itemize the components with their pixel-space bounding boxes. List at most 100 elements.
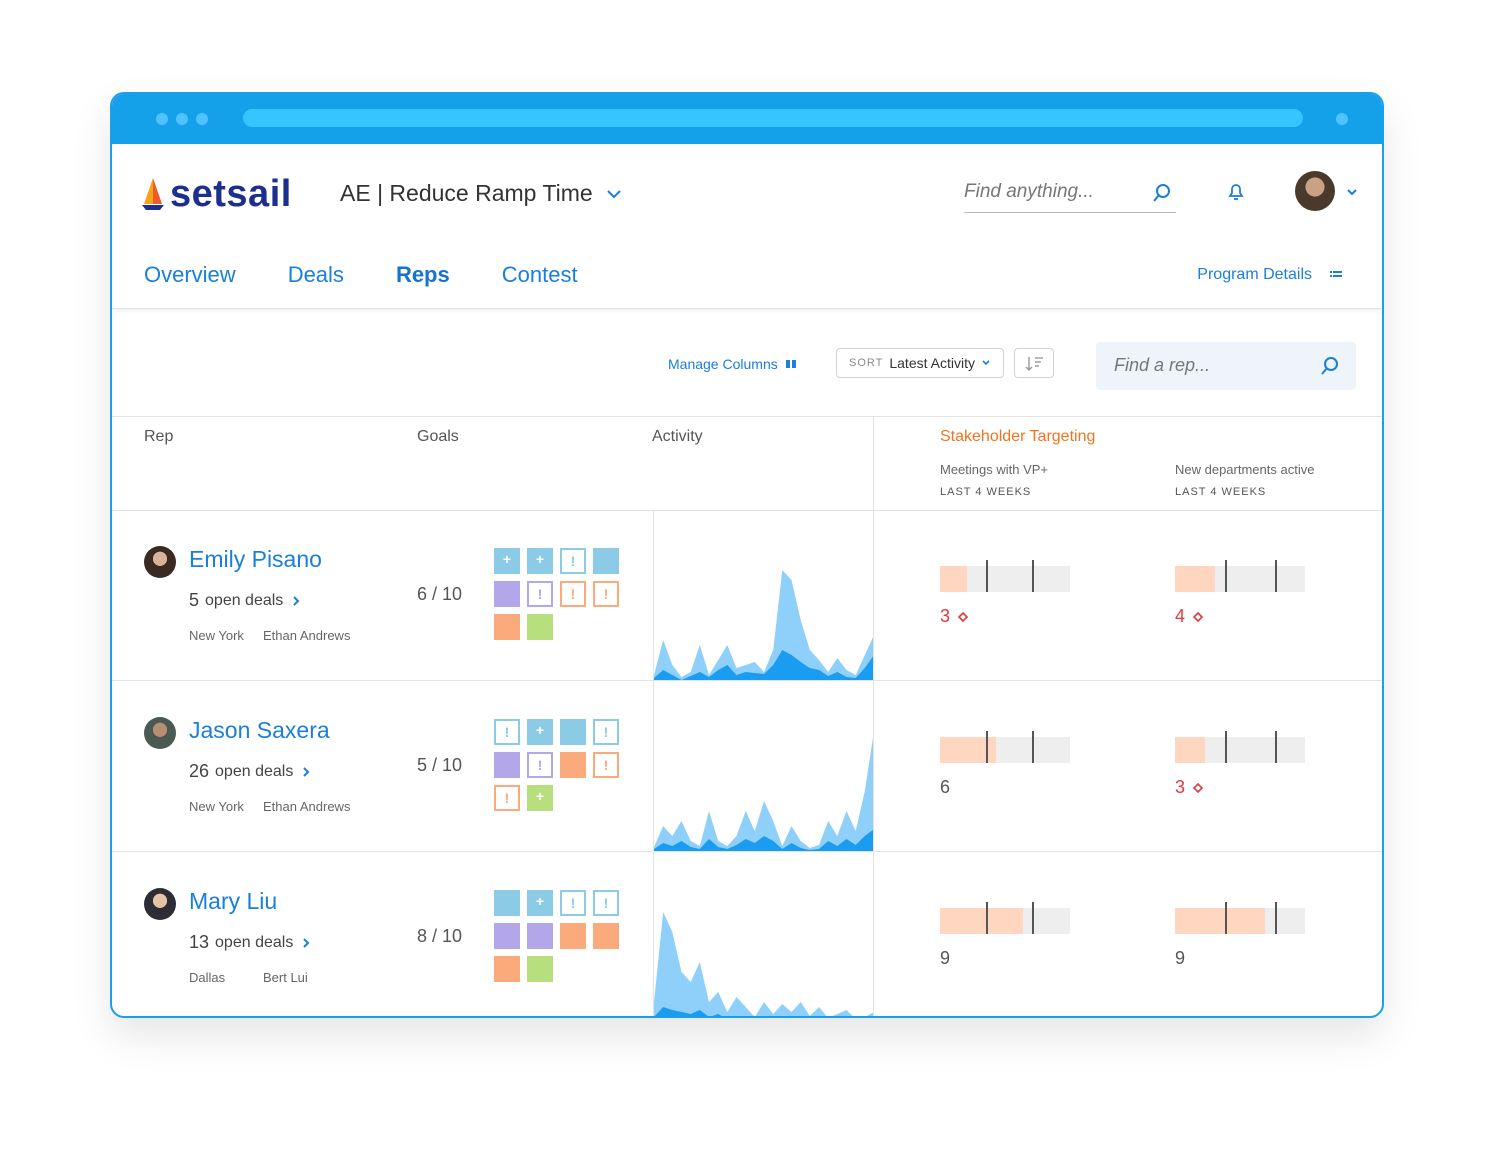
- goal-square-complete[interactable]: [494, 890, 520, 916]
- activity-area-total: [654, 570, 874, 680]
- goal-square-complete[interactable]: [494, 752, 520, 778]
- departments-value-text: 4: [1175, 606, 1186, 626]
- departments-value: 4: [1175, 606, 1204, 627]
- open-deals-link[interactable]: 13 open deals: [189, 932, 311, 953]
- tab-overview[interactable]: Overview: [144, 262, 236, 287]
- rep-location: Dallas: [189, 970, 226, 985]
- column-header-stakeholder-targeting[interactable]: Stakeholder Targeting: [940, 428, 1096, 445]
- goal-square-complete[interactable]: [494, 614, 520, 640]
- goal-square-complete[interactable]: +: [527, 719, 553, 745]
- window-dot-maximize[interactable]: [196, 113, 208, 125]
- chevron-down-icon[interactable]: [1346, 186, 1358, 198]
- main-tabs: Overview Deals Reps Contest: [144, 262, 630, 288]
- activity-sparkline: [654, 912, 874, 1016]
- goal-square-complete[interactable]: +: [527, 890, 553, 916]
- goal-square-pending[interactable]: !: [560, 548, 586, 574]
- departments-bar-marker: [1225, 560, 1227, 592]
- open-deals-link[interactable]: 5 open deals: [189, 590, 301, 611]
- column-header-rep[interactable]: Rep: [144, 428, 174, 445]
- sort-direction-button[interactable]: [1014, 348, 1054, 378]
- goal-square-complete[interactable]: [494, 581, 520, 607]
- user-avatar[interactable]: [1295, 171, 1335, 211]
- open-deals-count: 5: [189, 590, 200, 610]
- goal-square-complete[interactable]: [527, 923, 553, 949]
- goal-square-complete[interactable]: [494, 923, 520, 949]
- goal-square-pending[interactable]: !: [560, 581, 586, 607]
- global-search-placeholder: Find anything...: [964, 181, 1094, 202]
- column-header-meetings[interactable]: Meetings with VP+: [940, 462, 1049, 477]
- chevron-right-icon: [303, 766, 310, 777]
- goal-square-pending[interactable]: !: [527, 752, 553, 778]
- goal-square-pending[interactable]: !: [494, 785, 520, 811]
- bell-icon[interactable]: [1226, 182, 1246, 202]
- departments-value-text: 9: [1175, 948, 1186, 968]
- sort-dropdown[interactable]: SORT Latest Activity: [836, 348, 1004, 378]
- browser-menu-dot[interactable]: [1336, 113, 1348, 125]
- goal-square-complete[interactable]: [593, 923, 619, 949]
- program-selector[interactable]: AE | Reduce Ramp Time: [340, 180, 623, 207]
- goal-square-pending[interactable]: !: [593, 890, 619, 916]
- goal-square-pending[interactable]: !: [527, 581, 553, 607]
- setsail-logo[interactable]: setsail: [142, 174, 292, 214]
- open-deals-label: open deals: [205, 591, 284, 609]
- goal-square-complete[interactable]: +: [494, 548, 520, 574]
- tab-contest[interactable]: Contest: [501, 262, 578, 287]
- search-icon[interactable]: [1320, 356, 1340, 376]
- goal-square-pending[interactable]: !: [593, 752, 619, 778]
- departments-bar-marker: [1275, 560, 1277, 592]
- chevron-down-icon: [606, 189, 621, 198]
- window-dot-close[interactable]: [156, 113, 168, 125]
- rep-avatar: [144, 888, 176, 920]
- rep-name-link[interactable]: Jason Saxera: [189, 717, 330, 743]
- manage-columns-button[interactable]: Manage Columns: [668, 356, 796, 372]
- table-row[interactable]: Mary Liu 13 open deals Dallas Bert Lui 8…: [112, 852, 1382, 1016]
- goal-square-pending[interactable]: !: [560, 890, 586, 916]
- departments-bar: [1175, 560, 1305, 592]
- open-deals-count: 26: [189, 761, 210, 781]
- address-bar[interactable]: [243, 109, 1303, 127]
- open-deals-link[interactable]: 26 open deals: [189, 761, 311, 782]
- goal-square-complete[interactable]: [560, 752, 586, 778]
- meetings-bar-marker: [986, 902, 988, 934]
- tab-reps[interactable]: Reps: [395, 262, 450, 287]
- goal-square-complete[interactable]: [527, 614, 553, 640]
- rep-avatar: [144, 717, 176, 749]
- goal-square-complete[interactable]: [494, 956, 520, 982]
- window-dot-minimize[interactable]: [176, 113, 188, 125]
- alert-diamond-icon: [1193, 782, 1204, 793]
- goal-square-pending[interactable]: !: [494, 719, 520, 745]
- rep-location: New York: [189, 799, 244, 814]
- goal-progress: 6 / 10: [417, 584, 463, 604]
- global-search-input[interactable]: Find anything...: [964, 178, 1176, 213]
- activity-area-key: [654, 829, 874, 851]
- column-header-activity[interactable]: Activity: [652, 428, 703, 445]
- reps-toolbar: Manage Columns SORT Latest Activity Find…: [112, 308, 1382, 417]
- meetings-value-text: 6: [940, 777, 951, 797]
- rep-name-link[interactable]: Mary Liu: [189, 888, 278, 914]
- goal-square-complete[interactable]: [560, 923, 586, 949]
- goal-square-complete[interactable]: [527, 956, 553, 982]
- goal-square-pending[interactable]: !: [593, 719, 619, 745]
- find-rep-input[interactable]: Find a rep...: [1096, 342, 1356, 390]
- columns-icon: [785, 360, 796, 368]
- rep-manager: Bert Lui: [263, 970, 308, 985]
- table-row[interactable]: Emily Pisano 5 open deals New York Ethan…: [112, 510, 1382, 681]
- table-row[interactable]: Jason Saxera 26 open deals New York Etha…: [112, 681, 1382, 852]
- rep-name-link[interactable]: Emily Pisano: [189, 546, 322, 572]
- departments-bar-marker: [1225, 731, 1227, 763]
- goal-square-complete[interactable]: +: [527, 548, 553, 574]
- program-details-link[interactable]: Program Details: [1197, 266, 1342, 284]
- open-deals-label: open deals: [215, 933, 294, 951]
- column-header-departments[interactable]: New departments active: [1175, 462, 1315, 477]
- column-header-goals[interactable]: Goals: [417, 428, 459, 445]
- meetings-bar-fill: [940, 566, 967, 592]
- activity-chart: [653, 681, 874, 851]
- goal-square-complete[interactable]: [593, 548, 619, 574]
- goal-square-pending[interactable]: !: [593, 581, 619, 607]
- tab-deals[interactable]: Deals: [287, 262, 344, 287]
- browser-titlebar: [112, 94, 1382, 144]
- search-icon[interactable]: [1152, 183, 1172, 203]
- goal-square-complete[interactable]: [560, 719, 586, 745]
- departments-value: 9: [1175, 948, 1185, 969]
- goal-square-complete[interactable]: +: [527, 785, 553, 811]
